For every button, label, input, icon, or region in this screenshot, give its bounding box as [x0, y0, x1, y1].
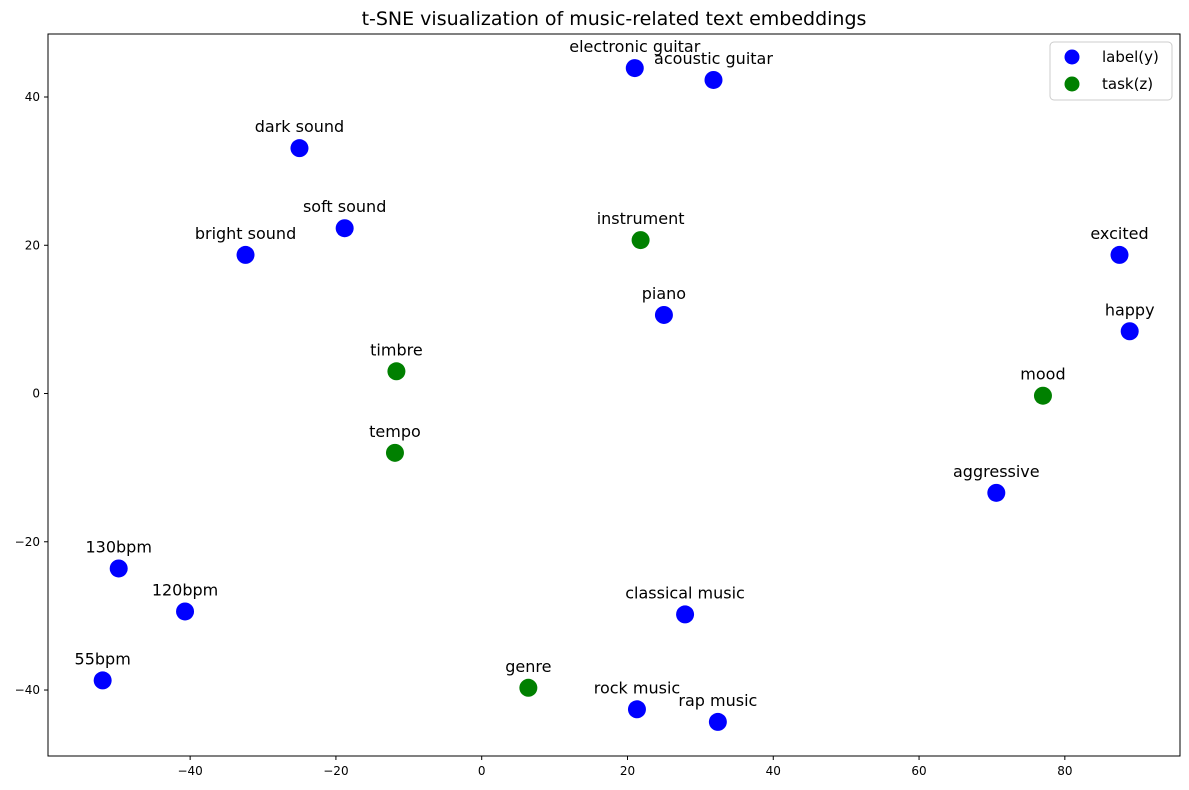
data-point [236, 245, 255, 264]
point-label: soft sound [303, 197, 386, 216]
data-point [627, 700, 646, 719]
data-point [625, 59, 644, 78]
data-point [335, 219, 354, 238]
x-tick-label: −40 [177, 764, 202, 778]
data-point [1120, 322, 1139, 341]
data-point [708, 712, 727, 731]
data-point [631, 231, 650, 250]
legend-entry-label: label(y) [1102, 48, 1159, 66]
y-tick-label: 0 [32, 387, 40, 401]
data-points [93, 59, 1139, 731]
axis-ticks: −40 −20 0 20 40 60 80 −40 −20 0 20 40 [15, 90, 1073, 778]
point-label: 130bpm [85, 537, 151, 556]
data-point [987, 483, 1006, 502]
data-point [704, 70, 723, 89]
point-label: classical music [625, 583, 745, 602]
point-label: acoustic guitar [654, 49, 773, 68]
y-tick-label: −40 [15, 683, 40, 697]
point-label: aggressive [953, 462, 1040, 481]
point-label: timbre [370, 340, 423, 359]
point-label: piano [642, 284, 686, 303]
legend-box [1049, 41, 1173, 101]
data-point [676, 605, 695, 624]
data-point [654, 305, 673, 324]
y-tick-label: −20 [15, 535, 40, 549]
data-point [385, 443, 404, 462]
legend-marker [1064, 49, 1080, 65]
data-point [387, 362, 406, 381]
point-label: genre [505, 657, 551, 676]
data-point [1110, 245, 1129, 264]
point-label: tempo [369, 422, 421, 441]
point-label: bright sound [195, 224, 296, 243]
point-label: 55bpm [75, 649, 131, 668]
data-point [290, 139, 309, 158]
legend: label(y) task(z) [1049, 41, 1173, 101]
point-label: mood [1020, 365, 1065, 384]
x-tick-label: 0 [478, 764, 486, 778]
x-tick-label: 80 [1057, 764, 1072, 778]
legend-entry-label: task(z) [1102, 75, 1153, 93]
data-point [176, 602, 195, 621]
x-tick-label: 40 [766, 764, 781, 778]
point-label: instrument [597, 209, 685, 228]
data-point [109, 559, 128, 578]
data-point [93, 671, 112, 690]
point-label: happy [1105, 300, 1155, 319]
plot-area-frame [47, 33, 1181, 757]
chart-title: t-SNE visualization of music-related tex… [362, 8, 867, 30]
legend-marker [1064, 76, 1080, 92]
point-label: rock music [594, 678, 680, 697]
point-label: rap music [678, 691, 757, 710]
point-label: excited [1090, 224, 1148, 243]
data-point [1033, 386, 1052, 405]
y-tick-label: 40 [25, 90, 40, 104]
x-tick-label: −20 [323, 764, 348, 778]
data-point [519, 678, 538, 697]
point-label: 120bpm [152, 580, 218, 599]
y-tick-label: 20 [25, 238, 40, 252]
x-tick-label: 60 [911, 764, 926, 778]
x-tick-label: 20 [620, 764, 635, 778]
point-label: dark sound [255, 117, 344, 136]
point-label: electronic guitar [569, 37, 701, 56]
